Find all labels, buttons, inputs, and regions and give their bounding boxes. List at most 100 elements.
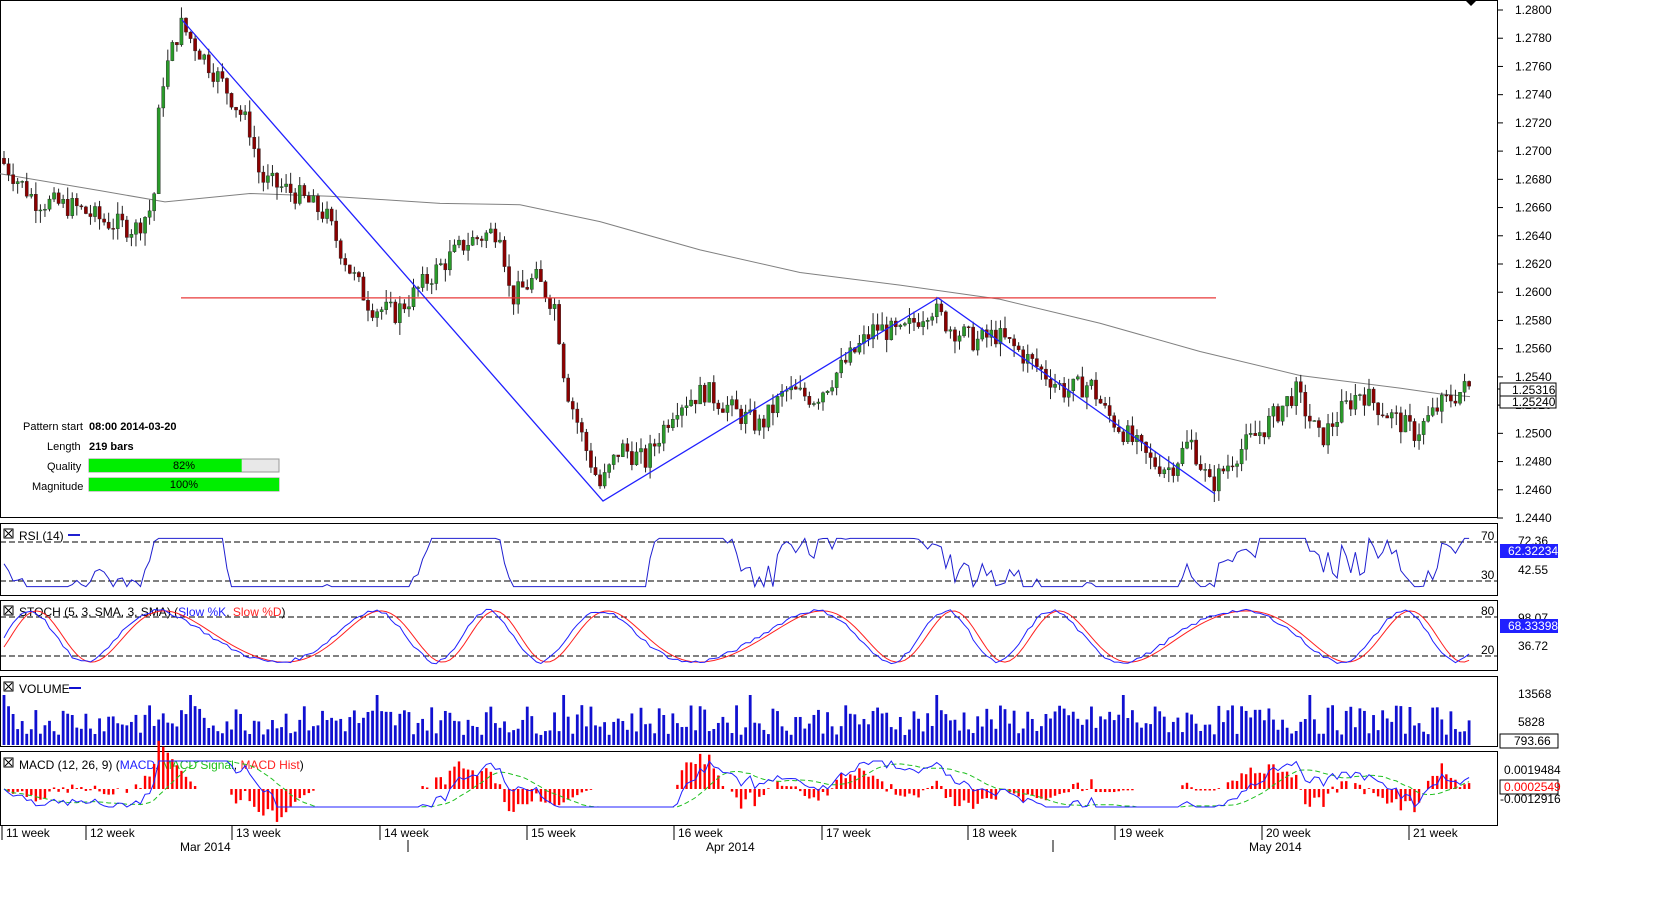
macd-hist-bar (98, 789, 101, 792)
macd-close-icon[interactable] (3, 757, 14, 768)
macd-hist-bar (1035, 789, 1039, 799)
candle-body (52, 192, 56, 200)
macd-hist-bar (890, 784, 893, 789)
candle-body (825, 390, 830, 393)
volume-bar (1267, 708, 1271, 745)
macd-hist-bar (767, 788, 770, 789)
volume-bar (1140, 727, 1143, 745)
candle-body (461, 239, 466, 251)
volume-bar (989, 719, 993, 745)
candle-body (6, 163, 11, 175)
volume-bar (1003, 709, 1007, 745)
candle-body (725, 404, 730, 413)
candle-body (261, 171, 266, 183)
macd-hist-bar (466, 769, 470, 789)
volume-bar (257, 721, 261, 745)
macd-hist-bar (1181, 785, 1184, 789)
collapse-arrow-icon[interactable] (1465, 0, 1477, 6)
candle-body (120, 213, 125, 221)
candle-body (1021, 349, 1025, 364)
candle-body (857, 343, 862, 353)
candle-body (557, 304, 561, 345)
volume-bar (189, 695, 192, 745)
candle-body (502, 239, 507, 267)
volume-bar (621, 721, 625, 745)
candle-body (193, 38, 197, 52)
candle-body (457, 239, 461, 246)
volume-bar (826, 712, 829, 745)
candle-body (1408, 415, 1412, 422)
candle-body (15, 181, 20, 184)
volume-bar (1467, 720, 1471, 745)
macd-hist-bar (1267, 764, 1271, 789)
rsi-close-icon[interactable] (3, 528, 14, 539)
candle-body (1426, 415, 1430, 422)
volume-bar (544, 731, 547, 745)
candle-body (766, 404, 771, 428)
macd-hist-bar (949, 789, 952, 798)
candle-body (1321, 427, 1326, 446)
candle-body (1344, 400, 1349, 402)
candle-body (1353, 395, 1358, 410)
macd-hist-bar (1231, 780, 1234, 789)
macd-hist-bar (1131, 789, 1134, 791)
price-tick-label: 1.2460 (1515, 483, 1552, 497)
candle-body (1166, 467, 1171, 471)
candle-body (429, 283, 434, 285)
macd-hist-bar (908, 789, 911, 794)
volume-bar (553, 712, 556, 745)
volume-bar (1090, 706, 1093, 745)
candle-body (1257, 432, 1262, 436)
macd-hist-bar (166, 752, 169, 789)
volume-bar (275, 728, 279, 745)
volume-bar (280, 727, 283, 745)
volume-bar (876, 707, 879, 745)
volume-bar (143, 714, 147, 745)
volume-bar (302, 706, 306, 745)
candle-body (671, 419, 675, 428)
candle-body (1371, 388, 1376, 404)
volume-bar (1203, 724, 1207, 745)
price-tick-label: 1.2780 (1515, 31, 1552, 45)
length-value: 219 bars (89, 441, 134, 453)
price-tick-label: 1.2660 (1515, 201, 1552, 215)
macd-hist-bar (280, 789, 283, 818)
second-price-tag (1499, 395, 1557, 409)
candle-body (1094, 379, 1098, 400)
volume-bar (430, 707, 434, 745)
volume-bar (571, 733, 575, 745)
candle-body (88, 213, 93, 217)
volume-bar (830, 726, 834, 745)
rsi-current-tag (1500, 544, 1558, 558)
stoch-close-icon[interactable] (3, 605, 14, 616)
second-price-text: 1.25240 (1512, 395, 1556, 409)
candle-body (325, 208, 329, 219)
macd-hist-bar (1072, 783, 1075, 789)
volume-bar (939, 710, 943, 745)
volume-bar (1112, 720, 1116, 745)
macd-hist-bar (1026, 789, 1029, 795)
volume-bar (1290, 733, 1294, 745)
candle-body (616, 454, 621, 457)
volume-bar (771, 708, 775, 745)
volume-close-icon[interactable] (3, 681, 14, 692)
candle-body (921, 321, 925, 327)
candle-body (1226, 465, 1230, 472)
candle-body (1085, 385, 1089, 398)
candle-body (1189, 439, 1194, 443)
volume-bar (1349, 706, 1353, 745)
volume-bar (958, 730, 961, 745)
candle-body (1230, 465, 1235, 468)
stoch-current-tag (1500, 619, 1558, 633)
candle-body (880, 324, 884, 331)
candle-body (1394, 412, 1399, 414)
volume-bar (616, 718, 620, 745)
volume-bar (239, 713, 242, 745)
volume-bar (1199, 730, 1203, 745)
volume-scale-mid: 5828 (1518, 715, 1545, 729)
volume-bar (161, 713, 165, 745)
price-tags: 1.25316 1.25240 (1497, 382, 1557, 409)
macd-hist-bar (589, 789, 593, 790)
macd-hist-bar (803, 789, 806, 796)
volume-bar (644, 724, 647, 745)
